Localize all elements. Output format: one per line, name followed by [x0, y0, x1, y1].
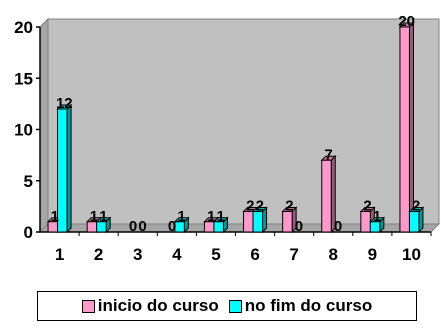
x-tick-label: 9	[368, 245, 377, 264]
data-label: 1	[177, 208, 185, 225]
data-label: 7	[324, 146, 332, 163]
data-label: 1	[373, 208, 381, 225]
data-label: 1	[207, 208, 215, 225]
x-tick-label: 10	[402, 245, 421, 264]
bar-fim	[369, 216, 386, 234]
x-tick-label: 1	[55, 245, 64, 264]
data-label: 1	[90, 208, 98, 225]
data-label: 0	[138, 218, 146, 235]
data-label: 0	[295, 218, 303, 235]
back-wall	[47, 18, 440, 225]
data-label: 12	[56, 95, 73, 112]
data-label: 2	[246, 198, 254, 215]
data-label: 1	[99, 208, 107, 225]
data-label: 2	[285, 198, 293, 215]
data-label: 0	[334, 218, 342, 235]
legend-label-inicio: inicio do curso	[97, 296, 219, 315]
x-tick-label: 7	[289, 245, 298, 264]
x-tick-label: 5	[211, 245, 220, 264]
data-label: 2	[363, 198, 371, 215]
bar-fim	[173, 216, 190, 234]
bar-fim	[212, 216, 229, 234]
bar-fim	[95, 216, 112, 234]
data-label: 0	[129, 218, 137, 235]
bar-series	[46, 21, 425, 234]
legend-swatch-inicio	[81, 299, 95, 313]
y-axis: 0 5 10 15 20	[14, 18, 40, 242]
legend-item-inicio: inicio do curso	[81, 296, 219, 316]
legend-label-fim: no fim do curso	[244, 296, 373, 315]
data-label: 0	[168, 218, 176, 235]
y-tick-label: 15	[14, 69, 33, 88]
bar-inicio	[398, 21, 415, 234]
x-tick-label: 3	[133, 245, 142, 264]
data-label: 2	[256, 198, 264, 215]
legend: inicio do curso no fim do curso	[37, 291, 417, 321]
x-axis: 1 2 3 4 5 6 7 8 9 10	[55, 232, 432, 264]
data-label: 2	[412, 198, 420, 215]
x-tick-label: 4	[172, 245, 182, 264]
bar-fim	[56, 103, 73, 234]
y-tick-label: 5	[24, 172, 33, 191]
bar-inicio	[320, 155, 337, 234]
side-wall	[39, 17, 49, 234]
x-tick-label: 8	[329, 245, 338, 264]
data-label: 1	[217, 208, 225, 225]
x-tick-label: 2	[94, 245, 103, 264]
legend-item-fim: no fim do curso	[228, 296, 373, 316]
bar-fim	[251, 206, 268, 234]
data-label: 20	[398, 13, 415, 30]
bar-fim	[408, 206, 425, 234]
data-label: 1	[51, 208, 59, 225]
y-tick-label: 20	[14, 18, 33, 37]
plot-area	[38, 17, 441, 234]
legend-swatch-fim	[228, 299, 242, 313]
y-tick-label: 10	[14, 121, 33, 140]
x-tick-label: 6	[250, 245, 259, 264]
bar-inicio	[281, 206, 298, 234]
y-tick-label: 0	[24, 223, 33, 242]
